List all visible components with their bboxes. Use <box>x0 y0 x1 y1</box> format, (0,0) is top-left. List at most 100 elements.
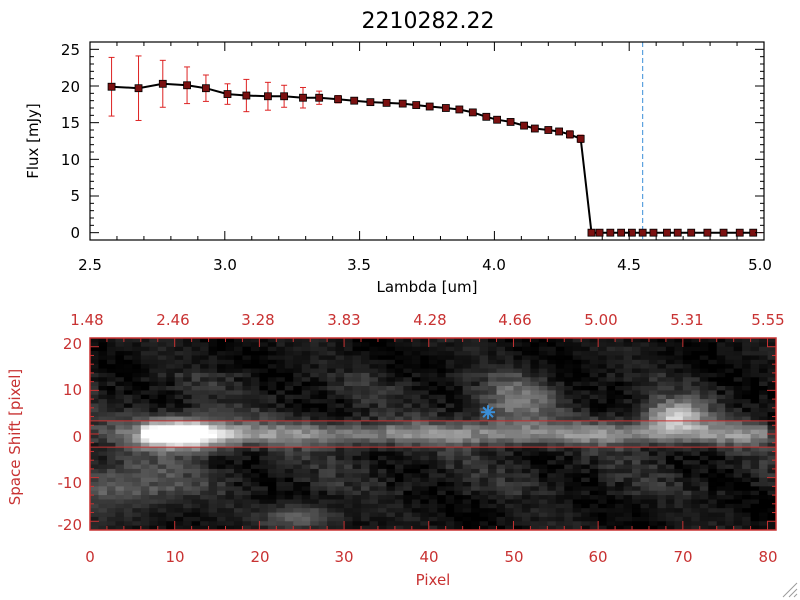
image-pixel <box>716 346 726 352</box>
image-pixel <box>217 460 226 465</box>
image-pixel <box>632 455 641 461</box>
image-pixel <box>411 521 421 527</box>
image-pixel <box>564 420 574 426</box>
image-pixel <box>267 490 277 496</box>
y-tick-label: 15 <box>61 114 80 132</box>
image-pixel <box>767 447 777 452</box>
image-pixel <box>242 346 252 352</box>
image-pixel <box>123 425 133 431</box>
image-pixel <box>318 386 328 391</box>
image-pixel <box>530 464 540 470</box>
image-pixel <box>496 381 506 387</box>
image-pixel <box>301 394 311 400</box>
image-pixel <box>572 346 582 352</box>
spectral-image-panel: 1.48 2.46 3.28 3.83 4.28 4.66 5.00 5.31 … <box>6 311 785 589</box>
image-pixel <box>301 438 311 444</box>
image-pixel <box>318 351 328 356</box>
image-pixel <box>208 425 218 431</box>
image-pixel <box>386 451 396 457</box>
image-pixel <box>725 451 735 457</box>
image-pixel <box>310 412 320 417</box>
image-pixel <box>742 521 751 527</box>
image-pixel <box>233 460 243 465</box>
image-pixel <box>411 490 421 496</box>
resize-grip[interactable] <box>782 582 798 598</box>
image-pixel <box>750 473 760 479</box>
image-pixel <box>657 355 667 361</box>
image-pixel <box>191 442 201 448</box>
image-pixel <box>623 368 633 374</box>
image-pixel <box>691 355 701 361</box>
image-pixel <box>157 399 167 404</box>
image-pixel <box>183 394 193 400</box>
image-pixel <box>369 377 379 383</box>
image-pixel <box>293 394 303 400</box>
image-pixel <box>166 477 176 483</box>
image-pixel <box>310 490 320 496</box>
image-pixel <box>648 477 658 483</box>
image-pixel <box>632 486 641 492</box>
image-pixel <box>98 512 108 518</box>
image-pixel <box>471 412 480 417</box>
image-pixel <box>208 416 218 422</box>
image-pixel <box>606 508 616 513</box>
image-pixel <box>174 386 184 391</box>
image-pixel <box>615 473 624 479</box>
image-pixel <box>318 464 328 470</box>
image-pixel <box>606 477 616 483</box>
image-pixel <box>640 516 650 522</box>
image-pixel <box>301 521 311 527</box>
image-pixel <box>454 460 464 465</box>
image-pixel <box>140 346 150 352</box>
image-pixel <box>716 460 726 465</box>
image-pixel <box>479 473 489 479</box>
image-pixel <box>572 394 582 400</box>
image-pixel <box>674 503 684 509</box>
image-pixel <box>293 425 303 431</box>
image-pixel <box>361 516 370 522</box>
image-pixel <box>90 455 99 461</box>
image-pixel <box>733 407 743 413</box>
image-pixel <box>284 386 294 391</box>
image-pixel <box>132 359 142 365</box>
image-pixel <box>106 368 116 374</box>
image-pixel <box>530 368 540 374</box>
image-pixel <box>462 508 472 513</box>
image-pixel <box>98 346 108 352</box>
image-pixel <box>733 346 743 352</box>
image-pixel <box>538 425 548 431</box>
image-pixel <box>513 364 523 369</box>
image-pixel <box>564 364 574 369</box>
image-pixel <box>640 372 650 378</box>
image-pixel <box>267 399 277 404</box>
image-pixel <box>420 351 430 356</box>
image-pixel <box>657 403 667 409</box>
flux-point <box>719 228 728 237</box>
image-pixel <box>742 464 751 470</box>
image-pixel <box>479 429 489 435</box>
image-pixel <box>750 342 760 348</box>
image-pixel <box>648 338 658 343</box>
image-pixel <box>648 342 658 348</box>
image-pixel <box>174 420 184 426</box>
image-pixel <box>606 342 616 348</box>
image-pixel <box>471 521 480 527</box>
image-pixel <box>682 390 692 396</box>
image-pixel <box>352 386 362 391</box>
image-pixel <box>657 508 667 513</box>
image-pixel <box>259 338 269 343</box>
image-pixel <box>242 359 252 365</box>
image-pixel <box>250 403 260 409</box>
image-pixel <box>504 516 514 522</box>
image-pixel <box>98 368 108 374</box>
image-pixel <box>352 447 362 452</box>
image-pixel <box>445 429 455 435</box>
image-pixel <box>369 359 379 365</box>
image-pixel <box>361 420 370 426</box>
image-pixel <box>208 468 218 474</box>
image-pixel <box>488 338 497 343</box>
image-pixel <box>479 412 489 417</box>
image-pixel <box>250 464 260 470</box>
image-pixel <box>267 390 277 396</box>
image-pixel <box>377 464 387 470</box>
